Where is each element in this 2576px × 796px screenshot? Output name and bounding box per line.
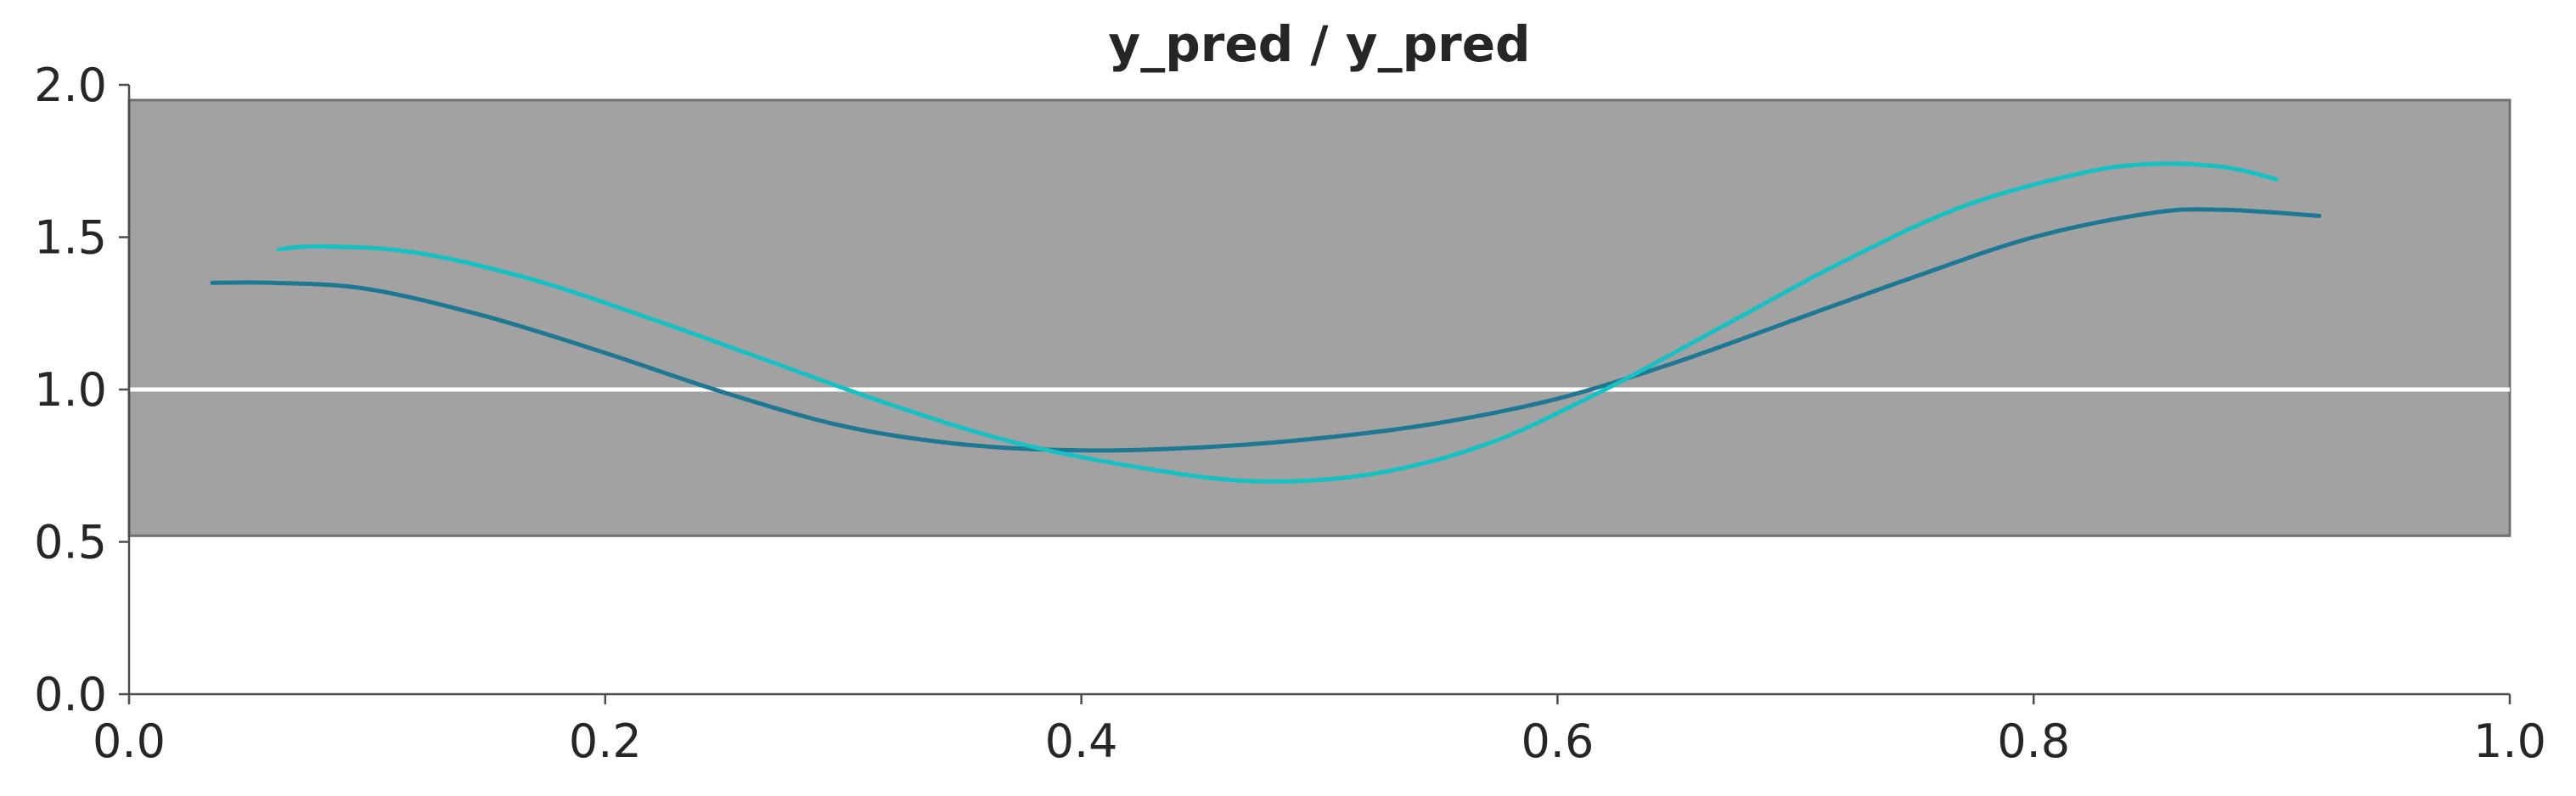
shaded-band <box>127 98 2511 537</box>
series-line-1 <box>210 207 2322 453</box>
y-tick-label: 0.5 <box>34 516 107 569</box>
band-layer <box>127 98 2511 537</box>
x-tick-label: 0.8 <box>1997 715 2070 768</box>
y-tick-label: 1.0 <box>34 363 107 417</box>
x-tick-label: 0.4 <box>1045 715 1118 768</box>
x-tick-label: 0.2 <box>569 715 642 768</box>
y-tick-label: 1.5 <box>34 211 107 265</box>
y-tick-label: 0.0 <box>34 668 107 721</box>
x-tick-label: 1.0 <box>2473 715 2546 768</box>
y-tick-label: 2.0 <box>34 59 107 112</box>
axes: 0.0 0.2 0.4 0.6 0.8 1.0 0.0 0.5 1.0 1.5 2.0 <box>34 59 2546 768</box>
x-tick-label: 0.0 <box>93 715 166 768</box>
x-tick-label: 0.6 <box>1521 715 1594 768</box>
chart-title: y_pred / y_pred <box>1108 15 1530 73</box>
series-line-2 <box>277 161 2279 484</box>
series-layer <box>210 161 2322 484</box>
